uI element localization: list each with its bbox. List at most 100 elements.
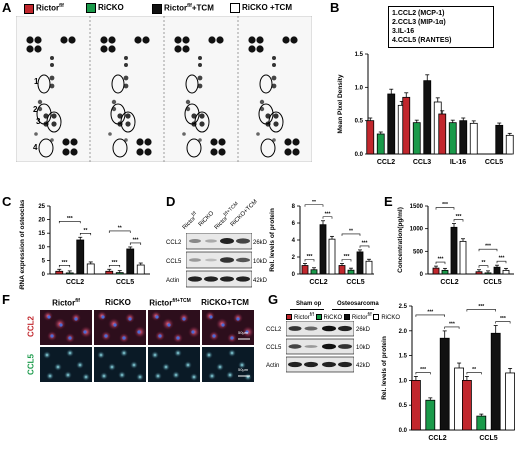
legend-ricko-tcm: RiCKO +TCM (230, 3, 292, 13)
significance-label: *** (478, 304, 484, 310)
significance-bracket (322, 216, 333, 219)
bar-ccl5-series-4 (502, 269, 510, 275)
significance-bracket (453, 219, 464, 222)
significance-label: *** (449, 321, 455, 327)
f-col-4-label: RiCKO+TCM (201, 298, 249, 307)
y-tick-label: 25 (38, 204, 45, 210)
legend-rictor-tcm: Rictorf/f+TCM (152, 3, 214, 14)
f-col-2-label: RiCKO (105, 298, 131, 307)
significance-label: *** (67, 216, 73, 222)
bar-ccl5-series-1 (105, 270, 114, 275)
significance-bracket (495, 321, 511, 324)
g-swatch-rictor (286, 314, 292, 321)
y-axis-label: Concentration(pg/ml) (397, 207, 404, 273)
legend-swatch-ricko (86, 3, 96, 13)
y-tick-label: 4 (292, 238, 296, 244)
bar-ccl5-series-2 (476, 415, 487, 431)
bar-ccl2-series-2 (441, 269, 449, 275)
key-item-4: 4.CCL5 (RANTES) (392, 37, 452, 44)
y-tick-label: 0 (420, 272, 424, 278)
y-tick-label: 6 (292, 221, 296, 227)
panel-g-western-blot (286, 321, 354, 373)
y-tick-label: 10 (38, 245, 45, 251)
x-tick-label-ccl5: CCL5 (483, 279, 501, 286)
significance-bracket (415, 314, 445, 317)
g-row-ccl5-size: 10kD (356, 345, 371, 351)
significance-label: ** (84, 228, 88, 234)
significance-bracket (435, 261, 446, 265)
significance-label: ** (312, 200, 316, 205)
g-swatch-ricko (315, 314, 322, 321)
bar-ccl5-series-3 (493, 266, 501, 275)
significance-label: *** (438, 257, 444, 263)
y-tick-label: 0 (42, 272, 46, 278)
bar-ccl5-series-3 (495, 124, 504, 155)
d-row-ccl5-label: CCL5 (166, 259, 182, 265)
significance-bracket (304, 259, 315, 262)
cytokine-array-blots (16, 16, 312, 162)
significance-label: *** (133, 237, 139, 243)
bar-ccl5-series-1 (338, 265, 346, 275)
y-tick-label: 1.0 (355, 85, 364, 91)
x-tick-label-ccl5: CCL5 (346, 279, 364, 286)
chart-b: 0.0 0.5 1.0 1.5 Mean Pixel Density CCL2 CCL3 IL… (337, 52, 514, 166)
significance-bracket (129, 242, 142, 245)
bar-ccl3-series-2 (412, 122, 421, 155)
significance-label: *** (325, 211, 331, 217)
y-axis-label: Rel. levels of protein (269, 208, 276, 272)
bar-ccl2-series-4 (86, 263, 95, 275)
x-tick-label-ccl5: CCL5 (485, 159, 503, 166)
x-tick-label-ccl3: CCL3 (413, 159, 431, 166)
y-axis-label: Mean Pixel Density (337, 74, 344, 133)
significance-bracket (444, 326, 460, 329)
bar-ccl2-series-2 (425, 399, 436, 431)
y-tick-label: 20 (38, 218, 45, 224)
significance-label: *** (485, 244, 491, 250)
x-tick-label-ccl2: CCL2 (66, 279, 84, 286)
significance-label: *** (456, 214, 462, 220)
y-tick-label: 2.0 (399, 329, 408, 335)
y-tick-label: 8 (292, 204, 296, 210)
f-row-ccl5-label: CCL5 (26, 354, 36, 375)
key-item-1: 1.CCL2 (MCP-1) (392, 10, 445, 17)
significance-bracket (478, 265, 489, 268)
significance-bracket (415, 372, 431, 375)
significance-label: *** (442, 202, 448, 208)
bar-ccl5-series-2 (115, 272, 124, 275)
x-tick-label-ccl2: CCL2 (440, 279, 458, 286)
f-scale-bar-1: 50μm (238, 330, 249, 335)
y-tick-label: 15 (38, 231, 45, 237)
chart-e: 0 500 1000 1500 Concentration(pg/ml) CCL2 CCL5… (397, 202, 514, 286)
g-group-line-osteosarcoma (332, 309, 374, 310)
x-tick-label-ccl5: CCL5 (116, 279, 134, 286)
chart-g: 0.0 0.5 1.0 1.5 2.0 2.5 Rel. levels of protein… (381, 304, 516, 442)
y-tick-label: 5 (42, 258, 46, 264)
bar-ccl5-series-2 (347, 269, 355, 275)
legend-swatch-rictor (24, 3, 34, 14)
panel-e-letter: E (384, 194, 393, 209)
panel-c-letter: C (2, 194, 12, 209)
significance-label: *** (427, 309, 433, 315)
significance-bracket (496, 260, 507, 264)
bar-ccl2-series-3 (319, 224, 327, 275)
d-row-actin-size: 42kD (253, 278, 268, 284)
g-legend: Rictorf/f RiCKO Rictorf/f RiCKO (286, 312, 400, 321)
bar-ccl5-series-1 (475, 271, 483, 275)
significance-label: *** (62, 260, 68, 266)
bar-il-16-series-3 (459, 120, 468, 155)
y-tick-label: 2 (292, 255, 296, 261)
bar-ccl2-series-1 (411, 380, 421, 431)
g-swatch-rictor-os (343, 314, 350, 321)
f-row-ccl2-label: CCL2 (26, 316, 36, 337)
bar-ccl5-series-3 (356, 251, 364, 275)
panel-b-letter: B (330, 0, 340, 15)
y-tick-label: 0 (292, 272, 296, 278)
bar-ccl2-series-2 (376, 133, 385, 155)
panel-d-letter: D (166, 194, 176, 209)
d-lane-1: Rictorf/f (181, 210, 198, 231)
legend-rictor: Rictorf/f (24, 3, 64, 14)
array-membrane (26, 36, 78, 156)
significance-bracket (341, 233, 361, 236)
y-tick-label: 500 (413, 249, 424, 255)
